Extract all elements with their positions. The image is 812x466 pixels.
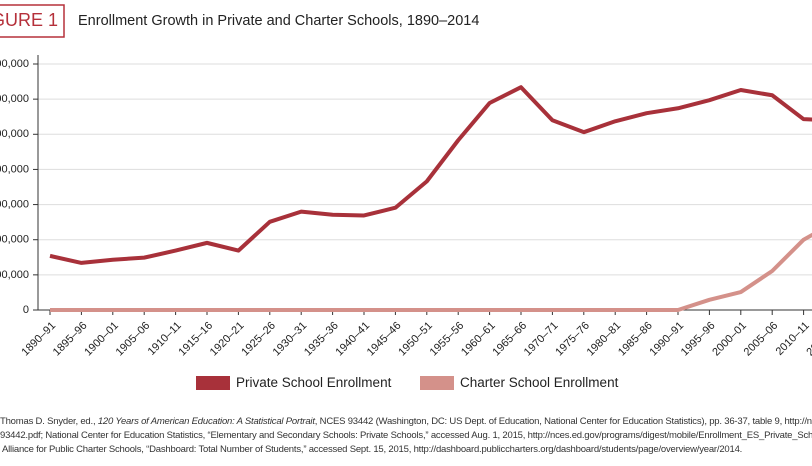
y-tick-label: 5,000,000 xyxy=(0,128,29,140)
figure-box xyxy=(0,4,65,38)
y-tick-label: 3,000,000 xyxy=(0,198,29,210)
series-line xyxy=(49,85,812,265)
x-tick-label: 2005–06 xyxy=(742,320,781,359)
source-line: Alliance for Public Charter Schools, “Da… xyxy=(2,444,742,455)
source-line: 93442.pdf; National Center for Education… xyxy=(0,430,812,441)
legend-swatch xyxy=(420,376,454,390)
series-line xyxy=(50,232,812,312)
legend-label: Private School Enrollment xyxy=(236,375,392,390)
x-tick-label: 1905–06 xyxy=(114,320,153,359)
source-text: Alliance for Public Charter Schools, “Da… xyxy=(2,444,743,455)
y-tick-label: 2,000,000 xyxy=(0,234,29,246)
chart-title: Enrollment Growth in Private and Charter… xyxy=(78,13,479,29)
source-title: 120 Years of American Education: A Stati… xyxy=(97,416,315,427)
y-tick-label: 6,000,000 xyxy=(0,93,29,105)
legend-label: Charter School Enrollment xyxy=(460,375,619,390)
source-text: Thomas D. Snyder, ed., xyxy=(0,416,98,427)
source-text: , NCES 93442 (Washington, DC: US Dept. o… xyxy=(314,416,812,427)
source-text: 93442.pdf; National Center for Education… xyxy=(0,430,812,441)
y-tick-label: 7,000,000 xyxy=(0,58,29,70)
source-line: Thomas D. Snyder, ed., 120 Years of Amer… xyxy=(0,416,812,427)
y-tick-label: 0 xyxy=(23,304,29,316)
y-tick-label: 1,000,000 xyxy=(0,269,29,281)
legend-swatch xyxy=(196,376,230,390)
figure-label: FIGURE 1 xyxy=(0,10,58,30)
y-tick-label: 4,000,000 xyxy=(0,163,29,175)
